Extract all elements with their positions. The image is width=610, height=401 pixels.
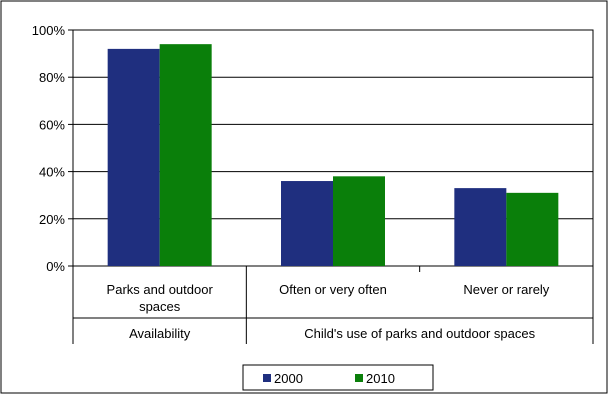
x-group-label: Availability — [129, 326, 191, 341]
bar-2010 — [506, 192, 559, 266]
bar-2010 — [333, 176, 385, 266]
x-axis: Parks and outdoor spaces Often or very oft… — [72, 266, 594, 344]
y-tick-label: 40% — [39, 165, 65, 180]
bar-2000 — [454, 188, 507, 266]
legend-swatch — [263, 374, 271, 382]
bar-2010 — [159, 44, 212, 266]
y-axis-ticks: 0% 20% 40% 60% 80% 100% — [32, 23, 73, 274]
bars — [107, 44, 559, 266]
y-tick-label: 0% — [46, 259, 65, 274]
bar-2000 — [281, 181, 333, 266]
y-tick-label: 80% — [39, 70, 65, 85]
legend-box — [242, 364, 434, 391]
legend: 2000 2010 — [242, 364, 434, 391]
x-group-label: Child's use of parks and outdoor spaces — [304, 326, 535, 341]
x-category-label: Parks and outdoor — [107, 282, 214, 297]
y-tick-label: 60% — [39, 117, 65, 132]
bar-2000 — [107, 48, 160, 266]
legend-label: 2000 — [274, 371, 303, 386]
x-category-label: Never or rarely — [463, 282, 549, 297]
legend-swatch — [355, 374, 363, 382]
y-tick-label: 20% — [39, 212, 65, 227]
x-category-label: spaces — [139, 299, 181, 314]
x-category-label: Often or very often — [279, 282, 387, 297]
legend-label: 2010 — [366, 371, 395, 386]
y-tick-label: 100% — [32, 23, 66, 38]
